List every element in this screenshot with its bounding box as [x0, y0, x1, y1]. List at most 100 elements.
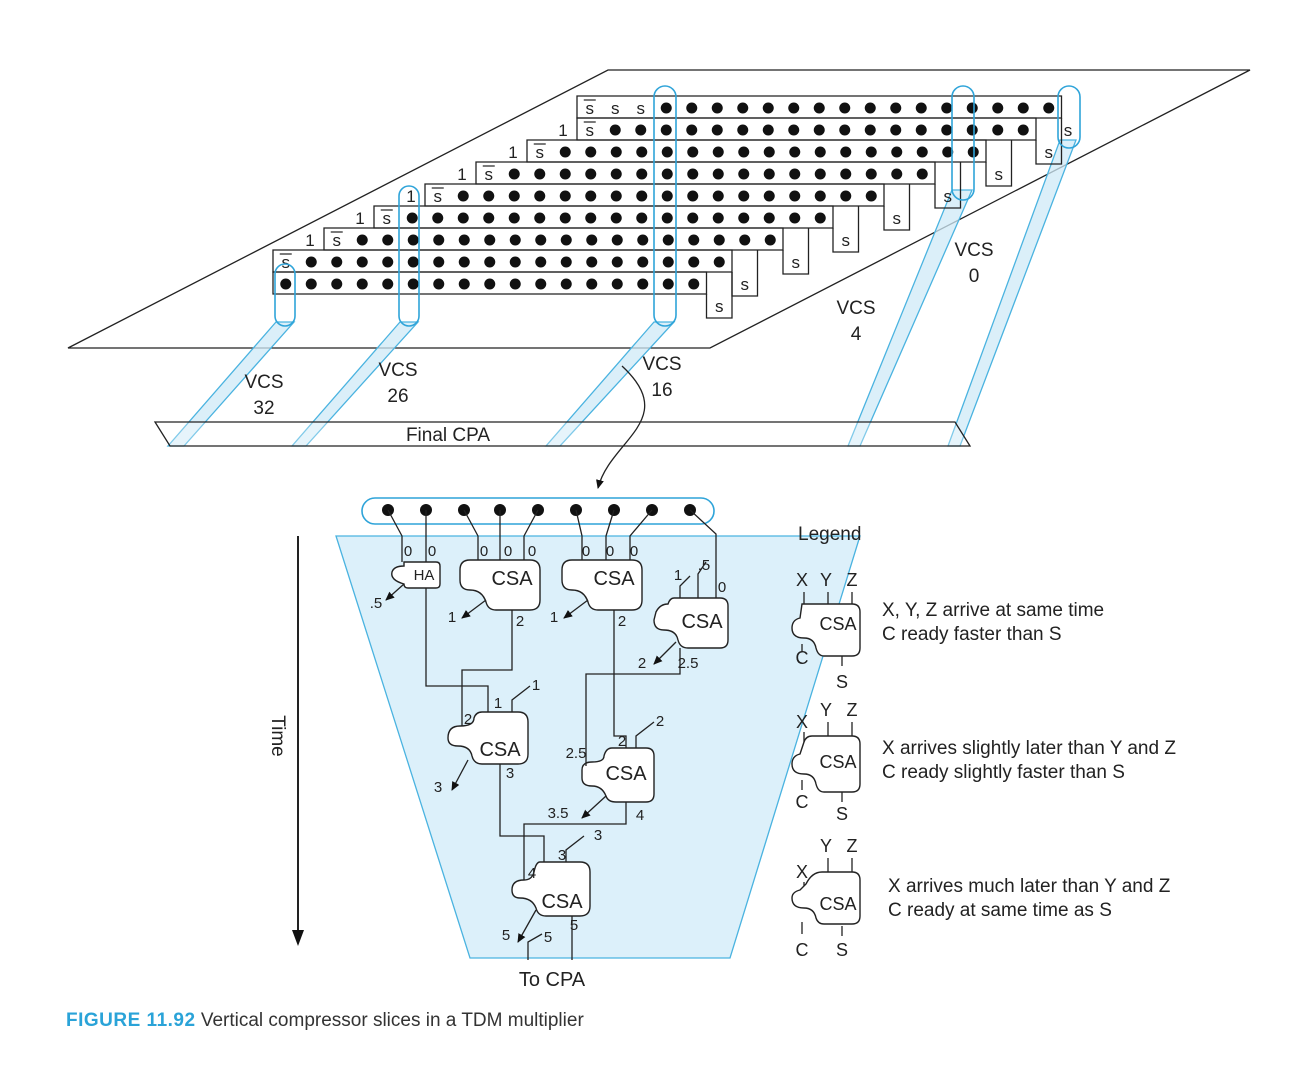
compressor-funnel — [335, 535, 861, 959]
pp-bit — [661, 146, 673, 158]
row-tail-sign-label: s — [741, 275, 750, 294]
svg-text:.5: .5 — [698, 557, 711, 574]
pp-bit — [763, 146, 775, 158]
pp-bit — [788, 124, 800, 136]
pp-bit — [890, 124, 902, 136]
pp-bit — [762, 124, 774, 136]
svg-text:0: 0 — [480, 543, 488, 560]
pp-bit — [661, 190, 673, 202]
vcs16-outline — [653, 85, 677, 327]
pp-bit — [585, 146, 597, 158]
pp-bit — [763, 190, 775, 202]
pp-bit — [433, 278, 445, 290]
svg-text:5: 5 — [502, 927, 510, 944]
pp-bit — [433, 256, 445, 268]
vcs32-index: 32 — [253, 398, 274, 419]
svg-text:Y: Y — [820, 836, 832, 856]
pp-bit — [610, 146, 622, 158]
pp-bit — [305, 278, 317, 290]
svg-text:Y: Y — [820, 700, 832, 720]
pp-bit — [713, 256, 725, 268]
svg-text:3.5: 3.5 — [548, 805, 569, 822]
timing-labels: 0 0 0 0 0 0 0 0 0 .5 1 .5 1 1 2 2 2 2.5 … — [370, 543, 726, 946]
pp-bit — [864, 102, 876, 114]
pp-bit — [713, 234, 725, 246]
legend-title: Legend — [798, 524, 861, 545]
svg-text:0: 0 — [428, 543, 436, 560]
pp-bit — [560, 234, 572, 246]
svg-text:X: X — [796, 570, 808, 590]
pp-bit — [585, 168, 597, 180]
pp-bit — [660, 102, 672, 114]
pp-bit — [738, 168, 750, 180]
pp-bit — [331, 256, 343, 268]
svg-text:2: 2 — [618, 613, 626, 630]
row-tail-sign-label: s — [1064, 121, 1073, 140]
pp-bit — [457, 212, 469, 224]
zoom-arrow — [596, 365, 646, 489]
figure-caption: FIGURE 11.92 Vertical compressor slices … — [66, 1010, 584, 1032]
pp-bit — [764, 234, 776, 246]
vcs4-outline — [951, 85, 975, 201]
pp-bit — [382, 278, 394, 290]
pp-bit — [635, 124, 647, 136]
svg-text:S: S — [836, 804, 848, 824]
svg-text:X: X — [796, 712, 808, 732]
pp-bit — [559, 168, 571, 180]
svg-text:C: C — [796, 940, 809, 960]
pp-bit — [865, 146, 877, 158]
vcs-slices — [166, 139, 1077, 447]
pp-bit — [660, 124, 672, 136]
pp-bit — [280, 278, 292, 290]
vcs4-name: VCS — [836, 298, 875, 319]
pp-bit — [712, 168, 724, 180]
pp-bit — [686, 102, 698, 114]
pp-bit — [637, 256, 649, 268]
pp-bit — [941, 102, 953, 114]
pp-bit — [813, 102, 825, 114]
pp-bit — [712, 146, 724, 158]
pp-bit — [534, 168, 546, 180]
pp-bit — [763, 212, 775, 224]
pp-bit — [865, 168, 877, 180]
pp-bit — [916, 168, 928, 180]
pp-bit — [356, 278, 368, 290]
pp-bit — [305, 256, 317, 268]
pp-bit — [840, 190, 852, 202]
svg-text:1: 1 — [494, 695, 502, 712]
pp-bit — [738, 146, 750, 158]
svg-text:1: 1 — [550, 609, 558, 626]
row-sign-bar-label: s — [485, 165, 494, 184]
pp-bit — [407, 234, 419, 246]
svg-text:C: C — [796, 792, 809, 812]
svg-text:CSA: CSA — [819, 894, 856, 914]
pp-bit — [560, 278, 572, 290]
pp-bit — [535, 278, 547, 290]
pp-bit — [585, 212, 597, 224]
row-one-label: 1 — [406, 187, 415, 206]
svg-text:Z: Z — [847, 836, 858, 856]
legend-2-line1: X arrives slightly later than Y and Z — [882, 738, 1176, 759]
ha-label: HA — [414, 567, 435, 584]
figure-caption-text: Vertical compressor slices in a TDM mult… — [200, 1010, 584, 1031]
svg-text:3: 3 — [506, 765, 514, 782]
pp-bit — [789, 212, 801, 224]
pp-bit — [508, 168, 520, 180]
pp-bit — [637, 278, 649, 290]
svg-text:5: 5 — [544, 929, 552, 946]
pp-bit — [586, 278, 598, 290]
legend-3-line1: X arrives much later than Y and Z — [888, 876, 1171, 897]
pp-bit — [687, 168, 699, 180]
pp-bit — [992, 124, 1004, 136]
svg-text:Z: Z — [847, 570, 858, 590]
svg-text:0: 0 — [582, 543, 590, 560]
pp-bit — [609, 124, 621, 136]
input-wires — [387, 509, 717, 602]
row-sign-label: s — [611, 99, 620, 118]
svg-text:0: 0 — [718, 579, 726, 596]
svg-text:Y: Y — [820, 570, 832, 590]
pp-bit — [916, 146, 928, 158]
pp-bit — [535, 256, 547, 268]
legend-3-line2: C ready at same time as S — [888, 900, 1112, 921]
